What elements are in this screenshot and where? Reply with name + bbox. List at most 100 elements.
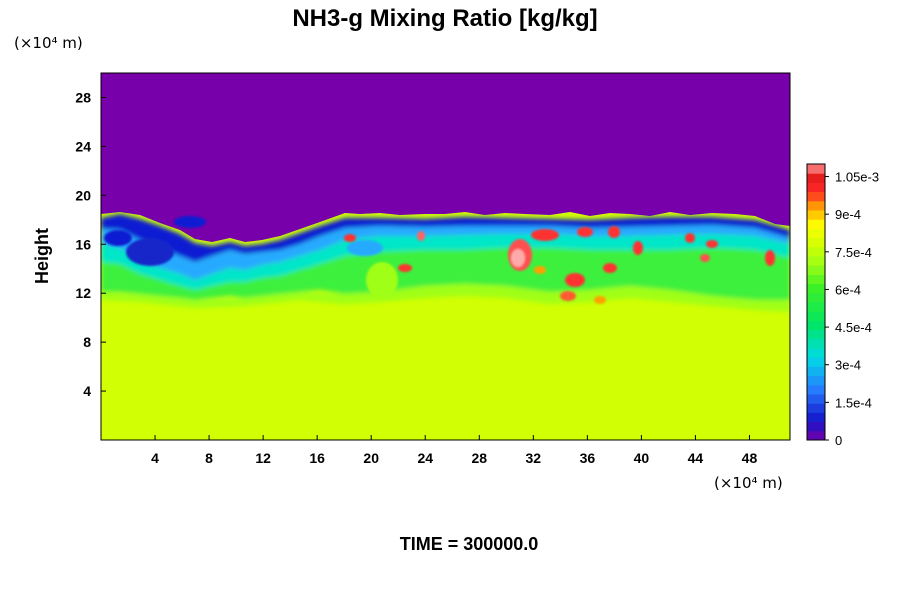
hotspot — [344, 234, 356, 242]
hotspot — [531, 229, 559, 241]
eddy — [104, 230, 132, 246]
colorbar-tick-label: 1.05e-3 — [835, 170, 879, 185]
hotspot — [511, 249, 525, 267]
colorbar-tick-label: 9e-4 — [835, 207, 861, 222]
x-tick-label: 24 — [417, 450, 433, 466]
colorbar-segment — [807, 375, 825, 386]
colorbar-segment — [807, 329, 825, 340]
heatmap-hotspots — [344, 226, 775, 304]
colorbar-segment — [807, 173, 825, 183]
x-tick-label: 12 — [255, 450, 271, 466]
colorbar-segment — [807, 210, 825, 220]
colorbar-segment — [807, 430, 825, 441]
colorbar-segment — [807, 311, 825, 321]
colorbar-segment — [807, 182, 825, 193]
x-tick-label: 48 — [742, 450, 758, 466]
hotspot — [685, 233, 695, 243]
band-cyan — [101, 234, 790, 290]
hotspot — [765, 250, 775, 266]
eddy — [174, 216, 206, 228]
colorbar-tick-label: 4.5e-4 — [835, 320, 872, 335]
colorbar-segment — [807, 164, 825, 174]
heatmap-plot-area — [101, 73, 790, 440]
y-unit-label: (×10⁴ m) — [14, 34, 83, 52]
colorbar-segment — [807, 302, 825, 312]
hotspot — [417, 231, 425, 241]
heatmap-upper-layer — [101, 73, 790, 242]
time-footer: TIME = 300000.0 — [400, 534, 539, 554]
colorbar-tick-label: 0 — [835, 433, 842, 448]
y-tick-label: 12 — [75, 285, 91, 301]
colorbar-segment — [807, 274, 825, 285]
colorbar-segment — [807, 384, 825, 395]
x-tick-label: 16 — [309, 450, 325, 466]
y-tick-label: 4 — [83, 383, 91, 399]
x-unit-label: (×10⁴ m) — [714, 474, 783, 492]
x-tick-label: 40 — [634, 450, 650, 466]
colorbar-segment — [807, 283, 825, 294]
heatmap-left-eddies — [104, 216, 398, 298]
hotspot — [603, 263, 617, 273]
x-tick-label: 36 — [580, 450, 596, 466]
eddy — [347, 240, 383, 256]
colorbar-tick-label: 3e-4 — [835, 358, 861, 373]
hotspot — [608, 226, 620, 238]
colorbar-segment — [807, 228, 825, 239]
hotspot — [700, 254, 710, 262]
band-dark-blue — [101, 214, 790, 262]
colorbar-tick-label: 7.5e-4 — [835, 245, 872, 260]
eddy — [366, 262, 398, 298]
hotspot — [398, 264, 412, 272]
colorbar-tick-label: 6e-4 — [835, 282, 861, 297]
hotspot — [560, 291, 576, 301]
colorbar-tick-label: 1.5e-4 — [835, 395, 872, 410]
colorbar-segment — [807, 256, 825, 266]
chart-title: NH3-g Mixing Ratio [kg/kg] — [292, 5, 597, 32]
band-light-blue — [101, 225, 790, 280]
colorbar-frame — [806, 163, 826, 441]
eddy — [126, 238, 174, 266]
band-yellow-green — [101, 284, 790, 312]
x-axis-ticks: 4 8 12 16 20 24 28 32 36 40 44 48 — [151, 435, 757, 466]
colorbar-segment — [807, 320, 825, 331]
y-tick-label: 16 — [75, 236, 91, 252]
hotspot — [534, 266, 546, 274]
heatmap-interface-bands — [101, 214, 790, 312]
x-tick-label: 32 — [526, 450, 542, 466]
y-tick-label: 24 — [75, 138, 91, 154]
colorbar-segment — [807, 219, 825, 229]
colorbar-segment — [807, 200, 825, 211]
colorbar-segment — [807, 394, 825, 404]
colorbar-segment — [807, 292, 825, 303]
hotspot — [577, 227, 593, 237]
colorbar-segment — [807, 338, 825, 349]
x-tick-label: 8 — [205, 450, 213, 466]
colorbar-segment — [807, 348, 825, 358]
y-tick-label: 8 — [83, 334, 91, 350]
colorbar-segment — [807, 246, 825, 257]
colorbar-segment — [807, 403, 825, 413]
colorbar-segment — [807, 412, 825, 423]
colorbar: 0 1.5e-4 3e-4 4.5e-4 6e-4 7.5e-4 9e-4 1.05e-3 — [806, 163, 879, 448]
x-tick-label: 44 — [688, 450, 704, 466]
hotspot — [565, 273, 585, 287]
colorbar-segment — [807, 191, 825, 202]
x-tick-label: 4 — [151, 450, 159, 466]
plot-frame — [100, 72, 791, 441]
y-axis-label: Height — [32, 228, 52, 284]
y-tick-label: 20 — [75, 187, 91, 203]
y-tick-label: 28 — [75, 89, 91, 105]
hotspot — [594, 296, 606, 304]
x-tick-label: 20 — [363, 450, 379, 466]
colorbar-segment — [807, 366, 825, 377]
colorbar-segment — [807, 265, 825, 275]
colorbar-segment — [807, 237, 825, 248]
band-green — [101, 248, 790, 300]
x-tick-label: 28 — [471, 450, 487, 466]
colorbar-segment — [807, 357, 825, 367]
y-axis-ticks: 4 8 12 16 20 24 28 — [75, 89, 106, 399]
colorbar-segment — [807, 421, 825, 432]
hotspot — [633, 241, 643, 255]
hotspot — [706, 240, 718, 248]
